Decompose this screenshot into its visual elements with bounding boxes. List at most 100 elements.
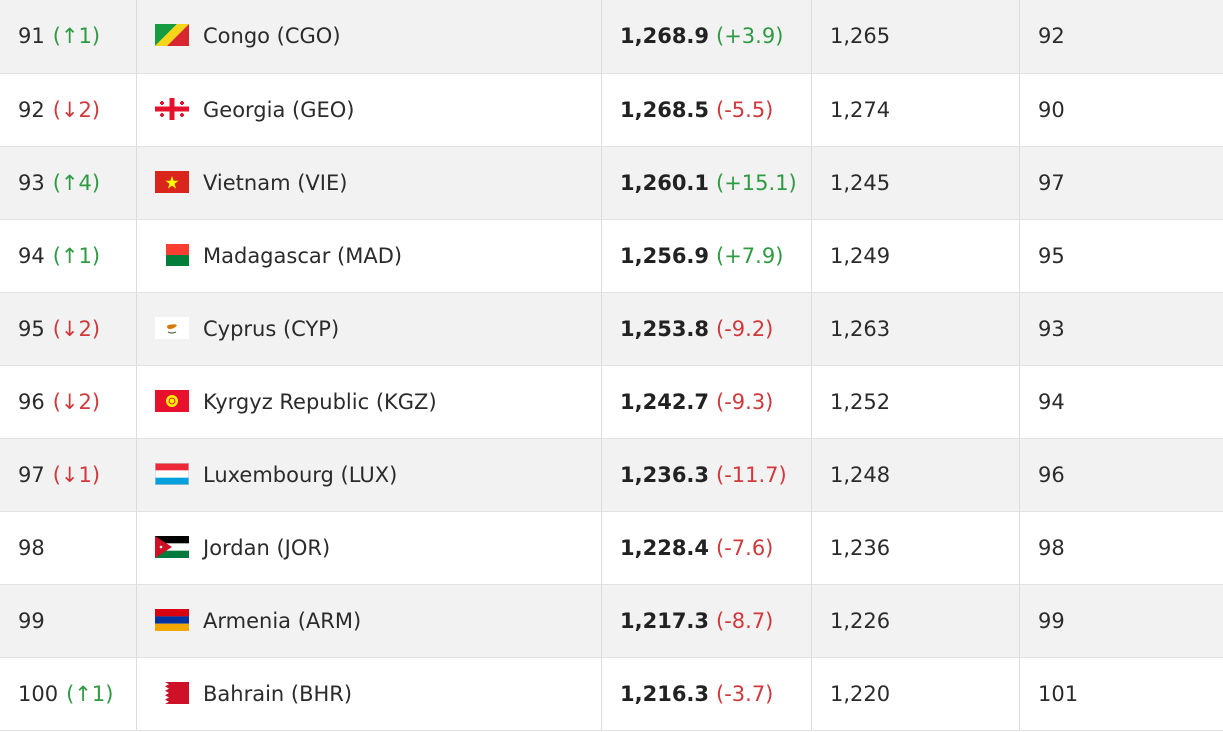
total-points: 1,216.3 (620, 681, 710, 706)
rank-movement: (↑1) (52, 243, 101, 268)
previous-points-cell: 1,249 (811, 219, 1020, 293)
previous-rank-cell: 99 (1019, 584, 1223, 658)
team-name[interactable]: Congo (CGO) (203, 24, 341, 49)
previous-points-cell: 1,236 (811, 511, 1020, 585)
points-cell: 1,236.3 (-11.7) (601, 438, 812, 512)
points-cell: 1,242.7 (-9.3) (601, 365, 812, 439)
rank-movement: (↓2) (52, 389, 101, 414)
previous-points-cell: 1,274 (811, 73, 1020, 147)
previous-rank-cell: 98 (1019, 511, 1223, 585)
table-row[interactable]: 95 (↓2) Cyprus (CYP) 1,253.8 (-9.2) 1,263 … (0, 292, 1223, 366)
rank-cell: 92 (↓2) (0, 73, 137, 147)
kyrgyzstan-flag-icon (155, 389, 189, 412)
previous-points-cell: 1,220 (811, 657, 1020, 731)
rank-movement: (↑4) (52, 170, 101, 195)
table-row[interactable]: 97 (↓1) Luxembourg (LUX) 1,236.3 (-11.7) 1… (0, 438, 1223, 512)
total-points: 1,256.9 (620, 243, 710, 268)
previous-points-cell: 1,265 (811, 0, 1020, 74)
team-name[interactable]: Georgia (GEO) (203, 97, 355, 122)
team-name[interactable]: Cyprus (CYP) (203, 316, 340, 341)
points-change: (-9.2) (716, 316, 774, 341)
rank-movement: (↓2) (52, 97, 101, 122)
team-name[interactable]: Vietnam (VIE) (203, 170, 348, 195)
total-points: 1,242.7 (620, 389, 710, 414)
previous-rank-cell: 95 (1019, 219, 1223, 293)
rank-value: 95 (18, 316, 45, 341)
team-cell: Bahrain (BHR) (136, 657, 602, 731)
table-row[interactable]: 99 Armenia (ARM) 1,217.3 (-8.7) 1,226 99 (0, 584, 1223, 658)
congo-flag-icon (155, 24, 189, 47)
table-row[interactable]: 96 (↓2) Kyrgyz Republic (KGZ) 1,242.7 (-9.… (0, 365, 1223, 439)
team-cell: Georgia (GEO) (136, 73, 602, 147)
madagascar-flag-icon (155, 243, 189, 266)
points-change: (+15.1) (716, 170, 797, 195)
team-name[interactable]: Kyrgyz Republic (KGZ) (203, 389, 437, 414)
points-cell: 1,260.1 (+15.1) (601, 146, 812, 220)
rank-value: 94 (18, 243, 45, 268)
rank-value: 92 (18, 97, 45, 122)
total-points: 1,236.3 (620, 462, 710, 487)
table-row[interactable]: 93 (↑4) Vietnam (VIE) 1,260.1 (+15.1) 1,24… (0, 146, 1223, 220)
team-name[interactable]: Bahrain (BHR) (203, 681, 353, 706)
team-cell: Vietnam (VIE) (136, 146, 602, 220)
table-row[interactable]: 91 (↑1) Congo (CGO) 1,268.9 (+3.9) 1,265 9… (0, 0, 1223, 74)
points-change: (+3.9) (716, 24, 784, 49)
rank-movement: (↓1) (52, 462, 101, 487)
table-row[interactable]: 98 Jordan (JOR) 1,228.4 (-7.6) 1,236 98 (0, 511, 1223, 585)
team-name[interactable]: Jordan (JOR) (203, 535, 331, 560)
rank-cell: 94 (↑1) (0, 219, 137, 293)
previous-rank-cell: 94 (1019, 365, 1223, 439)
points-change: (-9.3) (716, 389, 774, 414)
previous-rank-cell: 90 (1019, 73, 1223, 147)
previous-rank-cell: 92 (1019, 0, 1223, 74)
previous-rank-cell: 97 (1019, 146, 1223, 220)
previous-rank-cell: 101 (1019, 657, 1223, 731)
points-cell: 1,228.4 (-7.6) (601, 511, 812, 585)
previous-points-cell: 1,252 (811, 365, 1020, 439)
points-change: (+7.9) (716, 243, 784, 268)
team-cell: Cyprus (CYP) (136, 292, 602, 366)
points-change: (-5.5) (716, 97, 774, 122)
vietnam-flag-icon (155, 170, 189, 193)
total-points: 1,253.8 (620, 316, 710, 341)
armenia-flag-icon (155, 608, 189, 631)
previous-points-cell: 1,263 (811, 292, 1020, 366)
points-cell: 1,268.9 (+3.9) (601, 0, 812, 74)
rank-cell: 100 (↑1) (0, 657, 137, 731)
rank-value: 98 (18, 535, 45, 560)
points-change: (-7.6) (716, 535, 774, 560)
points-cell: 1,253.8 (-9.2) (601, 292, 812, 366)
rank-cell: 99 (0, 584, 137, 658)
rank-value: 93 (18, 170, 45, 195)
team-cell: Kyrgyz Republic (KGZ) (136, 365, 602, 439)
table-row[interactable]: 94 (↑1) Madagascar (MAD) 1,256.9 (+7.9) 1,… (0, 219, 1223, 293)
points-change: (-3.7) (716, 681, 774, 706)
previous-points-cell: 1,226 (811, 584, 1020, 658)
luxembourg-flag-icon (155, 462, 189, 485)
rank-cell: 95 (↓2) (0, 292, 137, 366)
total-points: 1,268.5 (620, 97, 710, 122)
points-cell: 1,216.3 (-3.7) (601, 657, 812, 731)
rank-cell: 93 (↑4) (0, 146, 137, 220)
table-row[interactable]: 100 (↑1) Bahrain (BHR) 1,216.3 (-3.7) 1,22… (0, 657, 1223, 731)
rank-movement: (↓2) (52, 316, 101, 341)
team-name[interactable]: Luxembourg (LUX) (203, 462, 398, 487)
points-cell: 1,256.9 (+7.9) (601, 219, 812, 293)
rank-cell: 96 (↓2) (0, 365, 137, 439)
previous-rank-cell: 96 (1019, 438, 1223, 512)
table-row[interactable]: 92 (↓2) Georgia (GEO) 1,268.5 (-5.5) 1,274… (0, 73, 1223, 147)
bahrain-flag-icon (155, 681, 189, 704)
rank-value: 91 (18, 24, 45, 49)
team-name[interactable]: Armenia (ARM) (203, 608, 362, 633)
team-cell: Jordan (JOR) (136, 511, 602, 585)
rank-value: 97 (18, 462, 45, 487)
previous-rank-cell: 93 (1019, 292, 1223, 366)
team-cell: Madagascar (MAD) (136, 219, 602, 293)
points-cell: 1,268.5 (-5.5) (601, 73, 812, 147)
total-points: 1,260.1 (620, 170, 710, 195)
rank-cell: 98 (0, 511, 137, 585)
points-change: (-11.7) (716, 462, 787, 487)
team-name[interactable]: Madagascar (MAD) (203, 243, 403, 268)
rank-cell: 91 (↑1) (0, 0, 137, 74)
